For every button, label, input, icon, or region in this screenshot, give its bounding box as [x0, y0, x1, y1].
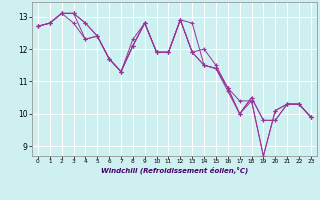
X-axis label: Windchill (Refroidissement éolien,°C): Windchill (Refroidissement éolien,°C) — [101, 167, 248, 174]
